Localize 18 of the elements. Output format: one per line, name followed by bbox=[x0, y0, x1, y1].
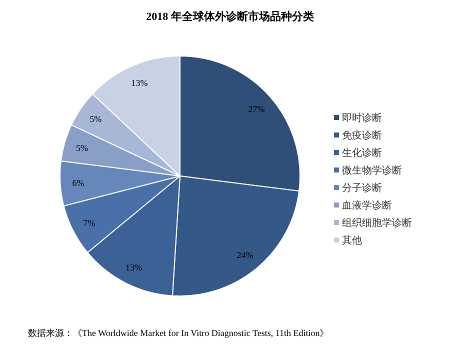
data-label: 7% bbox=[83, 218, 96, 228]
data-label: 13% bbox=[125, 262, 142, 272]
data-label: 5% bbox=[76, 143, 89, 154]
source-note: 数据来源：《The Worldwide Market for In Vitro Diagnostic Tests, 11th Edition》 bbox=[28, 328, 329, 338]
legend-label: 即时诊断 bbox=[342, 112, 382, 124]
legend-label: 其他 bbox=[342, 234, 362, 246]
data-label: 13% bbox=[131, 78, 148, 88]
legend-label: 组织细胞学诊断 bbox=[342, 217, 412, 229]
legend-label: 微生物学诊断 bbox=[342, 164, 402, 176]
data-label: 5% bbox=[90, 114, 102, 124]
legend-label: 分子诊断 bbox=[342, 182, 382, 194]
data-label: 6% bbox=[72, 178, 85, 188]
legend-label: 生化诊断 bbox=[342, 147, 382, 159]
legend-label: 免疫诊断 bbox=[342, 130, 382, 142]
chart-title: 2018 年全球体外诊断市场品种分类 bbox=[146, 10, 314, 23]
legend-label: 血液学诊断 bbox=[342, 200, 392, 212]
data-label: 24% bbox=[236, 250, 254, 260]
data-label: 27% bbox=[248, 104, 266, 114]
